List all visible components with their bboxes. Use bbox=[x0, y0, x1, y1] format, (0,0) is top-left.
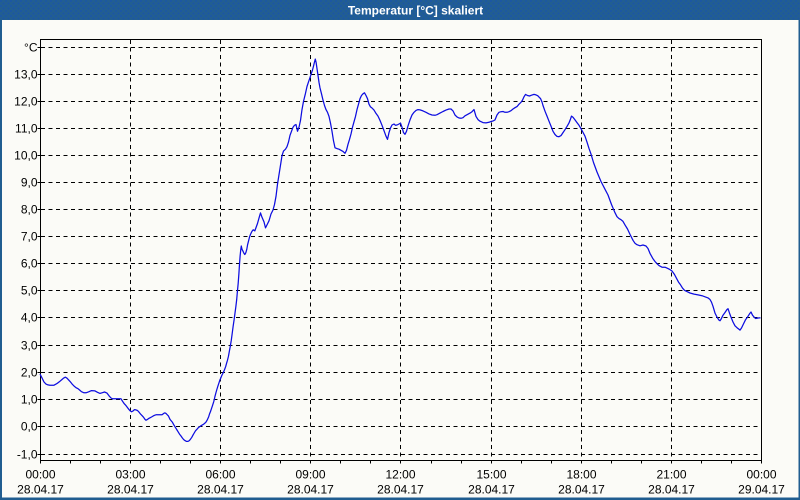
svg-text:10,0: 10,0 bbox=[14, 149, 38, 163]
svg-text:09:00: 09:00 bbox=[295, 468, 325, 482]
svg-text:13,0: 13,0 bbox=[14, 68, 38, 82]
svg-text:00:00: 00:00 bbox=[746, 468, 776, 482]
svg-text:Temperatur [°C] skaliert: Temperatur [°C] skaliert bbox=[348, 4, 483, 18]
svg-text:28.04.17: 28.04.17 bbox=[558, 483, 605, 497]
svg-text:4,0: 4,0 bbox=[21, 311, 38, 325]
svg-text:00:00: 00:00 bbox=[25, 468, 55, 482]
svg-text:2,0: 2,0 bbox=[21, 366, 38, 380]
svg-text:-1,0: -1,0 bbox=[17, 448, 38, 462]
svg-text:9,0: 9,0 bbox=[21, 176, 38, 190]
svg-text:28.04.17: 28.04.17 bbox=[648, 483, 695, 497]
svg-text:28.04.17: 28.04.17 bbox=[107, 483, 154, 497]
svg-text:11,0: 11,0 bbox=[15, 122, 38, 136]
svg-text:29.04.17: 29.04.17 bbox=[738, 483, 785, 497]
svg-text:15:00: 15:00 bbox=[476, 468, 506, 482]
svg-text:28.04.17: 28.04.17 bbox=[17, 483, 64, 497]
svg-text:21:00: 21:00 bbox=[656, 468, 686, 482]
svg-text:3,0: 3,0 bbox=[21, 339, 38, 353]
svg-text:28.04.17: 28.04.17 bbox=[197, 483, 244, 497]
svg-text:6,0: 6,0 bbox=[21, 257, 38, 271]
svg-text:1,0: 1,0 bbox=[21, 393, 38, 407]
svg-text:12,0: 12,0 bbox=[14, 95, 38, 109]
svg-text:°C: °C bbox=[24, 41, 38, 55]
svg-text:28.04.17: 28.04.17 bbox=[377, 483, 424, 497]
svg-text:8,0: 8,0 bbox=[21, 203, 38, 217]
svg-text:03:00: 03:00 bbox=[115, 468, 145, 482]
svg-text:12:00: 12:00 bbox=[385, 468, 415, 482]
svg-text:06:00: 06:00 bbox=[205, 468, 235, 482]
svg-text:7,0: 7,0 bbox=[21, 230, 38, 244]
svg-text:18:00: 18:00 bbox=[566, 468, 596, 482]
svg-text:28.04.17: 28.04.17 bbox=[468, 483, 515, 497]
svg-text:5,0: 5,0 bbox=[21, 284, 38, 298]
svg-text:0,0: 0,0 bbox=[21, 420, 38, 434]
svg-text:28.04.17: 28.04.17 bbox=[287, 483, 334, 497]
